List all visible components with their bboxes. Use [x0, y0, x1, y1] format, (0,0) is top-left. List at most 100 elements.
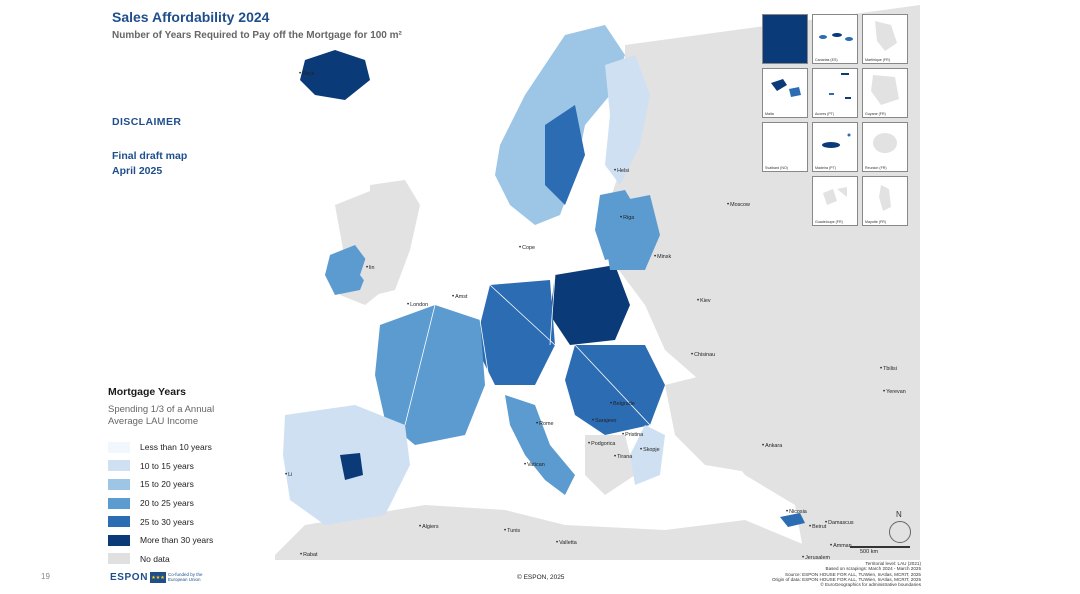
legend-swatch [108, 460, 130, 472]
eu-funding-text: Co-funded by the European Union [168, 572, 203, 582]
draft-line-2: April 2025 [112, 165, 163, 177]
city-label: Cope [519, 245, 535, 251]
legend-label: 10 to 15 years [140, 460, 194, 471]
inset-malta[interactable]: Malta [762, 68, 808, 118]
city-label: Belgrade [610, 401, 635, 407]
source-line: Origin of data: ESPON HOUSE FOR ALL, TUW… [771, 576, 921, 582]
legend-label: Less than 10 years [140, 442, 212, 453]
inset-label: Canarias (ES) [815, 58, 838, 62]
city-label: Reyk [299, 71, 314, 77]
espon-logo: ESPON [110, 572, 149, 583]
legend-swatch [108, 478, 130, 490]
inset-madeira[interactable]: Madeira (PT) [812, 122, 858, 172]
source-line: Based on scrapings: March 2024 - March 2… [825, 566, 922, 572]
legend-label: 15 to 20 years [140, 479, 194, 490]
guyane-shape [871, 75, 899, 105]
eu-flag-icon: ★★★ [150, 572, 166, 583]
city-label: Minsk [654, 254, 671, 260]
map-title: Sales Affordability 2024 [112, 9, 270, 25]
inset-canarias[interactable]: Canarias (ES) [812, 14, 858, 64]
inset-label: Madeira (PT) [815, 166, 836, 170]
city-label: Podgorica [588, 441, 615, 447]
inset-label: Mayotte (FR) [865, 220, 886, 224]
source-notes: Territorial level: LAU (2021) Based on s… [772, 561, 921, 587]
source-line: © EuroGeographics for administrative bou… [820, 582, 921, 588]
legend-label: No data [140, 553, 170, 564]
inset-guadeloupe[interactable]: Guadeloupe (FR) [812, 176, 858, 226]
city-label: Kiev [697, 298, 711, 304]
legend-label: 20 to 25 years [140, 498, 194, 509]
guadeloupe-shape [823, 187, 847, 205]
city-label: Riga [620, 215, 634, 221]
madeira-shape [822, 133, 851, 148]
city-label: Tirana [614, 454, 632, 460]
legend-title: Mortgage Years [108, 386, 187, 398]
city-label: Beirut [809, 524, 826, 530]
city-label: Yerevan [883, 389, 906, 395]
legend-swatch [108, 441, 130, 453]
canarias-shape [819, 33, 853, 41]
inset-martinique[interactable]: Martinique (FR) [862, 14, 908, 64]
inset-label: Guadeloupe (FR) [815, 220, 843, 224]
martinique-shape [875, 21, 897, 51]
legend-item: No data [108, 550, 258, 569]
city-label: Skopje [640, 447, 659, 453]
city-label: Sarajevo [592, 418, 616, 424]
map-subtitle: Number of Years Required to Pay off the … [112, 30, 402, 41]
city-label: Moscow [727, 202, 750, 208]
city-label: Pristina [622, 432, 643, 438]
legend-item: More than 30 years [108, 531, 258, 550]
city-label: Amst [452, 294, 467, 300]
legend-label: More than 30 years [140, 535, 214, 546]
city-label: Tbilisi [880, 366, 897, 372]
legend-item: 15 to 20 years [108, 475, 258, 494]
inset-label: Martinique (FR) [865, 58, 890, 62]
scale-bar [850, 546, 910, 548]
reunion-shape [873, 133, 897, 153]
inset-guyane[interactable]: Guyane (FR) [862, 68, 908, 118]
legend-item: 25 to 30 years [108, 512, 258, 531]
page-number: 19 [41, 572, 50, 581]
city-label: Rabat [300, 552, 317, 558]
inset-label: Malta [765, 112, 774, 116]
city-label: lin [366, 265, 374, 271]
legend-swatch [108, 497, 130, 509]
city-label: Nicosia [786, 509, 807, 515]
legend-item: 10 to 15 years [108, 457, 258, 476]
city-label: Valletta [556, 540, 577, 546]
city-label: Chisinau [691, 352, 715, 358]
inset-label: Svalbard (NO) [765, 166, 788, 170]
legend-swatch [108, 516, 130, 528]
city-label: Helsi [614, 168, 629, 174]
disclaimer-heading: DISCLAIMER [112, 116, 182, 128]
acores-shape [829, 73, 851, 99]
compass-north-label: N [896, 510, 902, 519]
malta-shape [771, 79, 801, 97]
city-label: Vatican [524, 462, 545, 468]
city-label: Tunis [504, 528, 520, 534]
inset-label: Guyane (FR) [865, 112, 886, 116]
city-label: Rome [536, 421, 553, 427]
legend-item: Less than 10 years [108, 438, 258, 457]
source-line: Source: ESPON HOUSE FOR ALL, TUWien, InA… [785, 571, 921, 577]
legend-swatch [108, 534, 130, 546]
inset-mayotte[interactable]: Mayotte (FR) [862, 176, 908, 226]
compass-icon [889, 521, 911, 543]
inset-svalbard[interactable]: Svalbard (NO) [762, 122, 808, 172]
legend-label: 25 to 30 years [140, 516, 194, 527]
inset-label: Acores (PT) [815, 112, 835, 116]
inset-acores[interactable]: Acores (PT) [812, 68, 858, 118]
legend-item: 20 to 25 years [108, 494, 258, 513]
inset-reunion[interactable]: Reunion (FR) [862, 122, 908, 172]
legend-items: Less than 10 years 10 to 15 years 15 to 20… [108, 438, 258, 568]
draft-note: Final draft map April 2025 [112, 149, 187, 179]
mayotte-shape [879, 185, 891, 211]
copyright-text: © ESPON, 2025 [517, 574, 565, 581]
city-label: Ankara [762, 443, 782, 449]
city-label: Algiers [419, 524, 438, 530]
city-label: Jerusalem [802, 555, 830, 561]
inset-main-thumbnail[interactable] [762, 14, 808, 64]
city-label: Damascus [825, 520, 853, 526]
inset-panel: Canarias (ES) Martinique (FR) Malta Acor… [762, 14, 908, 228]
draft-line-1: Final draft map [112, 150, 188, 162]
